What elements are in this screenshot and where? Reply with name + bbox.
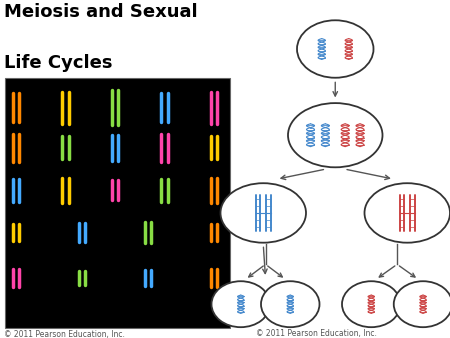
Text: © 2011 Pearson Education, Inc.: © 2011 Pearson Education, Inc. [4,330,126,338]
Text: Meiosis and Sexual: Meiosis and Sexual [4,3,198,21]
Text: Life Cycles: Life Cycles [4,54,113,72]
Text: © 2011 Pearson Education, Inc.: © 2011 Pearson Education, Inc. [256,329,378,338]
Ellipse shape [394,281,450,327]
Ellipse shape [364,183,450,243]
Bar [4,78,230,328]
Ellipse shape [212,281,270,327]
Ellipse shape [220,183,306,243]
Ellipse shape [342,281,400,327]
Ellipse shape [288,103,382,167]
Ellipse shape [261,281,320,327]
Ellipse shape [297,20,374,78]
